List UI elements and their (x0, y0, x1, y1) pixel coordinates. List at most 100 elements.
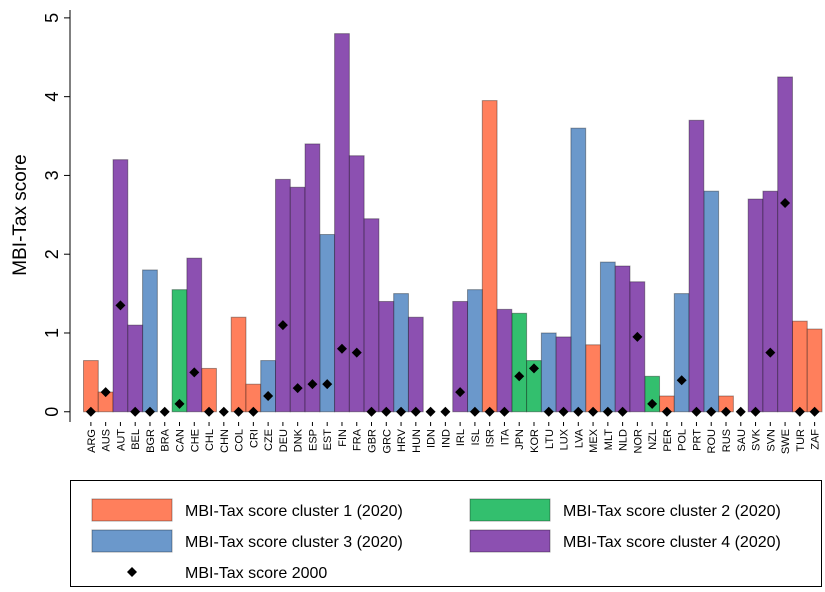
bar (407, 316, 424, 413)
bar (393, 293, 409, 413)
x-tick-label: MLT (603, 429, 615, 450)
bar (555, 336, 572, 413)
bar (142, 269, 158, 413)
bar (467, 289, 483, 413)
x-tick-label: EST (322, 429, 334, 451)
legend-swatch (91, 498, 173, 522)
legend-label: MBI-Tax score cluster 1 (2020) (185, 503, 403, 520)
marker (174, 398, 185, 409)
legend-label: MBI-Tax score cluster 4 (2020) (563, 534, 781, 551)
x-tick-label: DEU (278, 429, 290, 452)
bar (275, 178, 291, 413)
marker (292, 383, 303, 394)
marker (410, 406, 421, 417)
x-tick-label: KOR (529, 429, 541, 453)
marker (263, 391, 274, 402)
x-tick-label: ISL (470, 429, 482, 446)
legend-label: MBI-Tax score cluster 2 (2020) (563, 503, 781, 520)
x-tick-label: TUR (795, 429, 807, 452)
bar (334, 33, 350, 413)
x-tick-label: IDN (426, 429, 438, 448)
marker (647, 398, 658, 409)
marker (322, 379, 333, 390)
x-tick-label: LVA (573, 428, 585, 448)
x-tick-label: NZL (647, 429, 659, 450)
marker (218, 406, 229, 417)
x-tick-label: ZAF (810, 429, 822, 450)
legend-marker (127, 567, 137, 577)
bar (186, 257, 203, 413)
x-tick-label: LTU (544, 429, 556, 449)
bar (673, 293, 690, 413)
marker (780, 198, 791, 209)
marker (455, 387, 466, 398)
bar (585, 344, 601, 413)
legend-swatch (469, 498, 551, 522)
bar (688, 119, 705, 413)
bar (378, 300, 395, 413)
marker (204, 406, 215, 417)
marker (189, 367, 200, 378)
marker (691, 406, 702, 417)
x-tick-label: PER (662, 429, 674, 452)
x-tick-label: HRV (396, 428, 408, 452)
marker (425, 406, 436, 417)
marker (573, 406, 584, 417)
x-tick-label: SVK (751, 428, 763, 451)
legend-swatch (91, 529, 173, 553)
x-tick-label: SWE (780, 429, 792, 454)
marker (85, 406, 96, 417)
bar (599, 261, 616, 413)
x-tick-label: SVN (765, 429, 777, 452)
x-tick-label: ITA (499, 428, 511, 445)
marker (100, 387, 111, 398)
y-tick-label: 2 (42, 249, 62, 259)
marker (499, 406, 510, 417)
y-tick-label: 4 (42, 92, 62, 102)
marker (632, 331, 643, 342)
bar (791, 320, 808, 413)
marker (765, 347, 776, 358)
x-tick-label: COL (234, 429, 246, 452)
marker (735, 406, 746, 417)
x-tick-label: DNK (293, 428, 305, 452)
marker (602, 406, 613, 417)
x-tick-label: CRI (248, 429, 260, 448)
bar (703, 190, 720, 413)
bar (629, 281, 646, 413)
marker (469, 406, 480, 417)
x-tick-label: ESP (307, 429, 319, 451)
marker (514, 371, 525, 382)
marker (528, 363, 539, 374)
marker (661, 406, 672, 417)
x-tick-label: POL (677, 429, 689, 451)
x-tick-label: HUN (411, 429, 423, 453)
bar (260, 360, 277, 413)
marker (440, 406, 451, 417)
bar (511, 312, 528, 413)
x-tick-label: IND (440, 429, 452, 448)
x-tick-label: IRL (455, 429, 467, 446)
bar (304, 143, 321, 413)
legend-swatch (469, 529, 551, 553)
x-tick-label: BGR (145, 429, 157, 453)
marker (351, 347, 362, 358)
marker (233, 406, 244, 417)
y-tick-label: 3 (42, 170, 62, 180)
marker (543, 406, 554, 417)
x-tick-label: FIN (337, 429, 349, 447)
x-tick-label: CHE (189, 429, 201, 452)
x-tick-label: CHN (219, 429, 231, 453)
bar (171, 289, 188, 413)
x-tick-label: NOR (632, 429, 644, 454)
x-tick-label: SAU (736, 429, 748, 452)
y-tick-label: 0 (42, 407, 62, 417)
marker (588, 406, 599, 417)
x-tick-label: MEX (588, 428, 600, 453)
marker (558, 406, 569, 417)
marker (396, 406, 407, 417)
x-tick-label: RUS (721, 429, 733, 452)
x-tick-label: CZE (263, 429, 275, 451)
marker (617, 406, 628, 417)
